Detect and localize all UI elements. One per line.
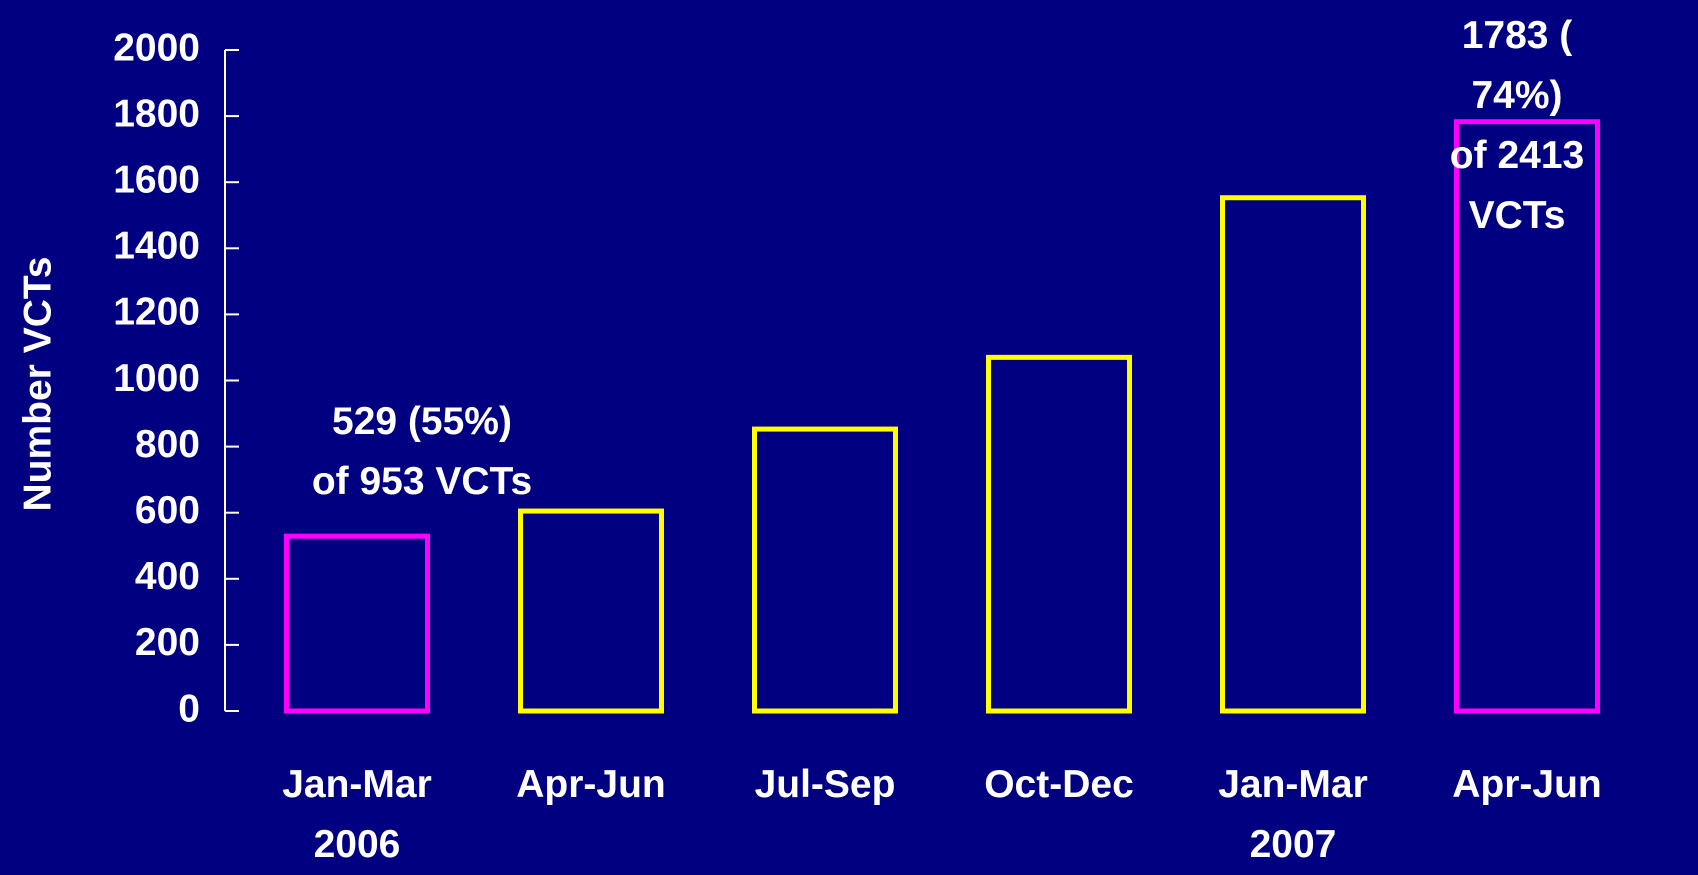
x-tick-label: Apr-Jun xyxy=(516,763,666,806)
y-tick-label: 2000 xyxy=(113,26,200,69)
y-tick-label: 1600 xyxy=(113,158,200,201)
y-tick-label: 1400 xyxy=(113,225,200,268)
y-tick-label: 1200 xyxy=(113,291,200,334)
y-tick-label: 800 xyxy=(135,423,200,466)
y-tick-label: 1000 xyxy=(113,357,200,400)
bar xyxy=(1454,119,1600,714)
bar xyxy=(986,354,1132,714)
y-axis-title: Number VCTs xyxy=(16,257,59,512)
y-tick-label: 600 xyxy=(135,489,200,532)
x-tick-label: Oct-Dec xyxy=(984,763,1134,806)
y-tick-label: 200 xyxy=(135,621,200,664)
x-tick-label: Jan-Mar 2006 xyxy=(282,763,432,866)
bar xyxy=(752,426,898,714)
bar xyxy=(518,508,664,714)
bar xyxy=(284,533,430,714)
x-tick-label: Apr-Jun xyxy=(1452,763,1602,806)
y-tick-label: 400 xyxy=(135,555,200,598)
annotation: 529 (55%) of 953 VCTs xyxy=(311,400,533,503)
annotation: 1783 ( 74%) of 2413 VCTs xyxy=(1449,14,1585,237)
y-tick-label: 1800 xyxy=(113,92,200,135)
x-tick-label: Jan-Mar 2007 xyxy=(1218,763,1368,866)
x-tick-label: Jul-Sep xyxy=(754,763,896,806)
y-tick-label: 0 xyxy=(178,687,200,730)
bar xyxy=(1220,195,1366,714)
